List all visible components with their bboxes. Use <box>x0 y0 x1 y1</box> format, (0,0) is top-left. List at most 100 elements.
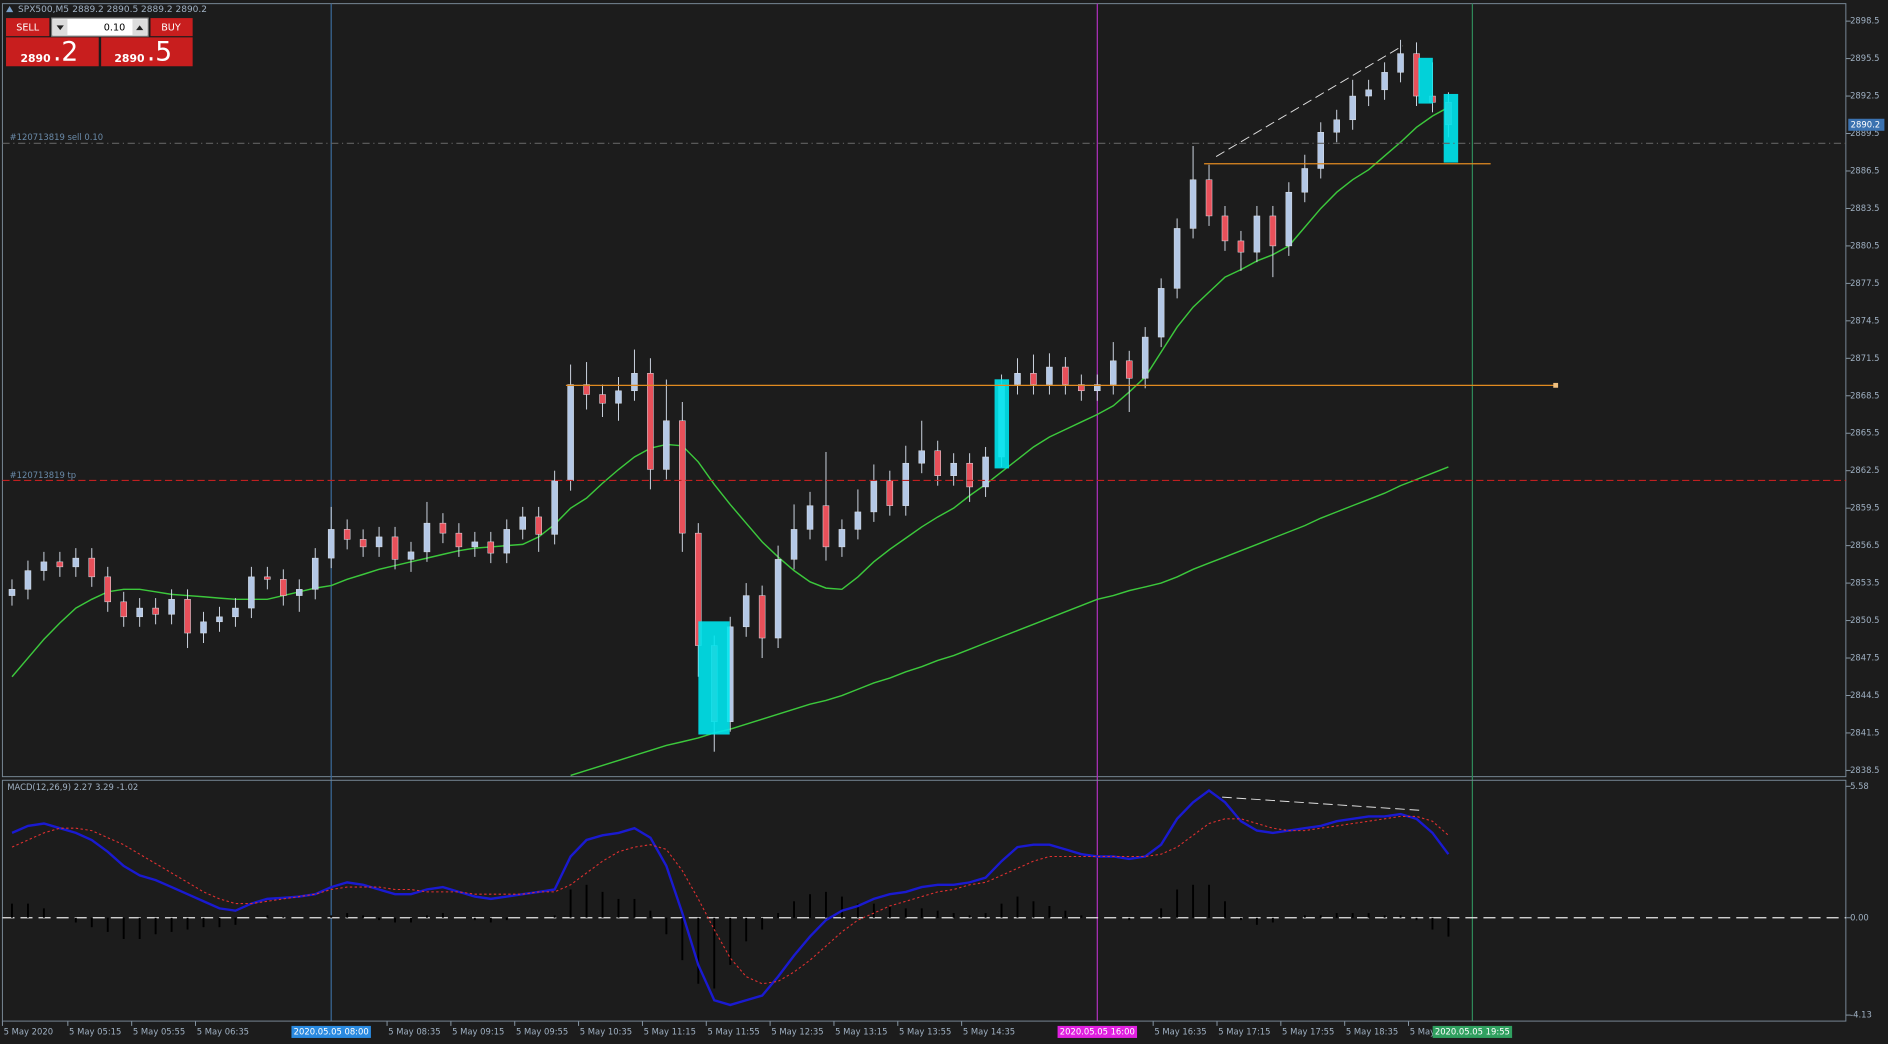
candle-body <box>391 536 399 560</box>
y-tick-label: 2841.5 <box>1850 727 1879 737</box>
candle-body <box>56 561 64 568</box>
candle-body <box>663 420 670 470</box>
candle-body <box>120 601 127 618</box>
lot-value: 0.10 <box>104 23 125 34</box>
candle-body <box>104 576 111 603</box>
candle-body <box>1205 179 1213 217</box>
candle-body <box>679 420 686 534</box>
x-tick-label: 5 May 17:15 <box>1218 1026 1270 1036</box>
candle-body <box>918 450 925 464</box>
candle-body <box>1030 373 1037 385</box>
candle-body <box>455 532 463 548</box>
y-tick-label: 5.58 <box>1850 781 1869 791</box>
candle-body <box>615 390 622 404</box>
candle-body <box>790 529 798 560</box>
candle-body <box>1397 53 1404 73</box>
x-tick-label: 5 May 11:55 <box>707 1026 759 1036</box>
candle-body <box>311 557 319 590</box>
marker-label: 2020.05.05 16:00 <box>1060 1026 1135 1036</box>
lot-input[interactable] <box>51 17 149 37</box>
candle-body <box>296 589 303 596</box>
candle-body <box>503 529 511 554</box>
y-tick-label: 2838.5 <box>1850 765 1879 775</box>
candle-body <box>838 529 846 548</box>
candle-body <box>200 621 207 634</box>
marker-label-box <box>1057 1025 1138 1038</box>
tp-label: #120713819 tp <box>10 470 76 480</box>
candle-body <box>854 511 862 530</box>
y-tick-label: 2895.5 <box>1850 53 1879 63</box>
candle-body <box>1062 366 1069 385</box>
candle-body <box>423 522 431 553</box>
candle-body <box>519 516 526 530</box>
y-tick-label: 2877.5 <box>1850 278 1879 288</box>
x-tick-label: 5 May 10:35 <box>580 1026 632 1036</box>
candle-body <box>375 536 383 548</box>
candle-body <box>1094 384 1101 392</box>
x-tick-label: 5 May 12:35 <box>771 1026 823 1036</box>
candle-body <box>567 384 574 481</box>
candle-body <box>1237 240 1245 253</box>
bid-price-label: 2890.2 <box>1851 119 1880 129</box>
candle-body <box>407 551 415 560</box>
candle-body <box>742 595 750 628</box>
candle-body <box>806 505 814 530</box>
bid-small: .2 <box>53 37 78 68</box>
candle-body <box>1317 132 1325 169</box>
x-tick-label: 5 May 11:15 <box>644 1026 696 1036</box>
trend-line <box>1222 796 1421 811</box>
x-tick-label: 5 May 16:35 <box>1154 1026 1206 1036</box>
candle-body <box>24 570 32 590</box>
trend-line <box>1215 45 1404 157</box>
candle-body <box>535 516 542 535</box>
candle-body <box>758 595 766 639</box>
bid-box[interactable] <box>6 37 99 67</box>
ask-box[interactable] <box>101 37 193 67</box>
candle-body <box>1157 288 1165 338</box>
y-tick-label: 2856.5 <box>1850 540 1879 550</box>
candle-body <box>902 462 910 506</box>
sell-button[interactable] <box>6 18 50 37</box>
y-tick-label: 2853.5 <box>1850 578 1879 588</box>
price-pane <box>1 3 1847 778</box>
candle-body <box>982 456 989 488</box>
candle-body <box>248 576 255 609</box>
y-tick-label: 2868.5 <box>1850 390 1879 400</box>
candle-body <box>870 480 878 513</box>
candle-body <box>232 607 239 618</box>
x-tick-label: 5 May <box>1410 1026 1435 1036</box>
candle-body <box>88 557 96 578</box>
candle-body <box>695 532 702 646</box>
candle-body <box>184 599 191 634</box>
x-tick-label: 5 May 09:55 <box>516 1026 568 1036</box>
candle-body <box>551 480 558 535</box>
y-tick-label: 2886.5 <box>1850 165 1879 175</box>
collapse-icon[interactable] <box>6 6 14 13</box>
x-tick-label: 5 May 13:55 <box>899 1026 951 1036</box>
buy-button[interactable] <box>150 18 193 37</box>
candle-body <box>327 529 335 559</box>
candle-body <box>471 541 479 548</box>
bid-big: 2890 <box>20 52 51 65</box>
highlight-box <box>1418 57 1433 104</box>
candle-body <box>1285 191 1293 247</box>
buy-label: BUY <box>161 23 181 34</box>
candle-body <box>1014 373 1021 385</box>
y-tick-label: 2874.5 <box>1850 315 1879 325</box>
y-tick-label: 2865.5 <box>1850 428 1879 438</box>
candle-body <box>1349 95 1356 121</box>
candle-body <box>631 373 638 392</box>
arrow-up <box>136 25 144 31</box>
trade-panel: SELL 0.10 BUY 2890 .2 2890 .5 <box>6 17 193 68</box>
y-tick-label: 2859.5 <box>1850 503 1879 513</box>
sell-label: SELL <box>16 23 40 34</box>
y-tick-label: 2880.5 <box>1850 240 1879 250</box>
marker-label: 2020.05.05 08:00 <box>294 1026 369 1036</box>
candle-body <box>966 462 973 488</box>
candle-body <box>1333 119 1340 133</box>
candle-body <box>72 557 80 568</box>
candle-body <box>934 450 941 476</box>
drawings: #120713819 sell 0.10 #120713819 tp <box>2 45 1846 811</box>
